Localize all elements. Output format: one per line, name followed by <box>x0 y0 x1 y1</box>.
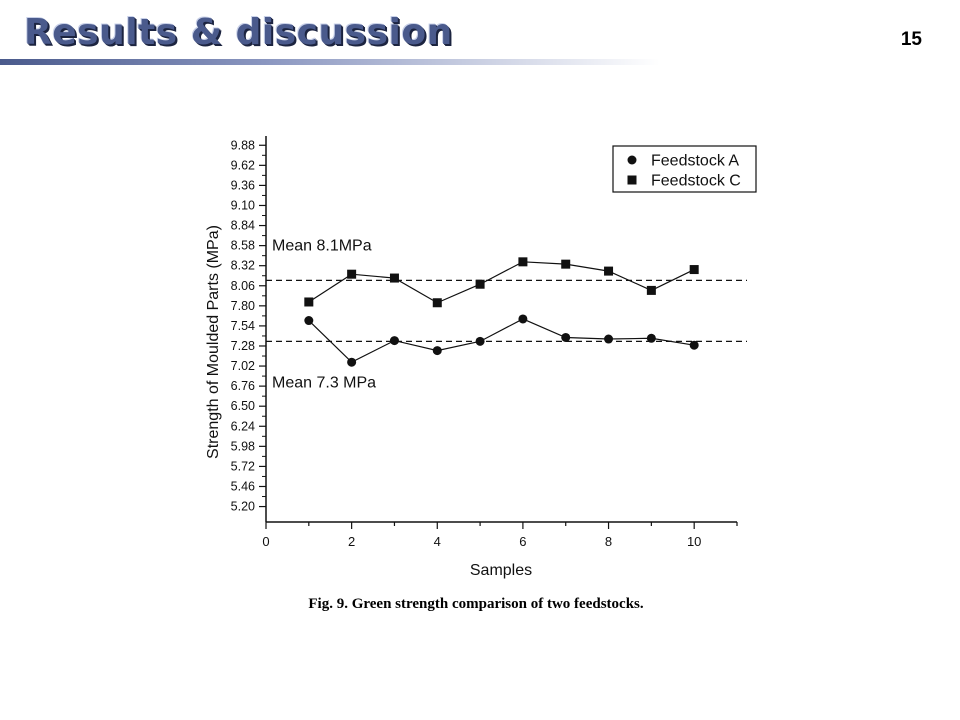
legend-box <box>612 145 757 193</box>
y-tick-label: 6.76 <box>231 379 255 393</box>
data-point-feedstock-c <box>432 298 442 308</box>
data-point-feedstock-a <box>646 333 656 343</box>
data-point-feedstock-a <box>432 346 442 356</box>
page-number: 15 <box>900 29 922 50</box>
legend-marker-circle <box>627 155 637 165</box>
y-tick-label: 8.84 <box>231 219 255 233</box>
y-tick-label: 6.24 <box>231 419 255 433</box>
y-tick-label: 7.54 <box>231 319 255 333</box>
y-tick-label: 9.88 <box>231 138 255 152</box>
y-tick-label: 8.58 <box>231 239 255 253</box>
data-point-feedstock-a <box>389 336 399 346</box>
data-point-feedstock-a <box>304 316 314 326</box>
y-tick-label: 8.06 <box>231 279 255 293</box>
data-point-feedstock-c <box>561 259 571 269</box>
title-underline <box>0 59 660 65</box>
legend: Feedstock A Feedstock C <box>612 145 757 193</box>
data-point-feedstock-c <box>304 297 314 307</box>
data-point-feedstock-a <box>347 357 357 367</box>
data-point-feedstock-a <box>561 332 571 342</box>
y-tick-label: 6.50 <box>231 399 255 413</box>
data-point-feedstock-c <box>646 285 656 295</box>
mean-lines: Mean 8.1MPa Mean 7.3 MPa <box>266 237 747 391</box>
y-tick-label: 9.36 <box>231 178 255 192</box>
y-tick-label: 5.72 <box>231 459 255 473</box>
series-line <box>308 261 695 304</box>
figure-caption: Fig. 9. Green strength comparison of two… <box>308 596 644 612</box>
y-tick-label: 5.98 <box>231 439 255 453</box>
data-point-feedstock-a <box>475 336 485 346</box>
y-tick-label: 9.62 <box>231 158 255 172</box>
y-tick-label: 7.28 <box>231 339 255 353</box>
series-layer <box>304 257 699 367</box>
chart-axes: 5.20 5.46 5.72 5.98 6.24 6.50 6.76 7.02 7.28 7.54… <box>231 136 738 549</box>
x-tick-label: 2 <box>348 534 355 549</box>
data-point-feedstock-c <box>518 257 528 267</box>
x-axis-label: Samples <box>470 562 532 579</box>
legend-label: Feedstock A <box>651 153 739 170</box>
legend-label: Feedstock C <box>651 173 741 190</box>
legend-marker-square <box>627 175 637 185</box>
x-tick-label: 6 <box>519 534 526 549</box>
data-point-feedstock-c <box>389 273 399 283</box>
y-tick-label: 5.46 <box>231 479 255 493</box>
mean-label: Mean 8.1MPa <box>272 237 372 254</box>
x-tick-label: 8 <box>605 534 612 549</box>
y-tick-label: 7.02 <box>231 359 255 373</box>
y-tick-label: 7.80 <box>231 299 255 313</box>
y-tick-label: 9.10 <box>231 198 255 212</box>
data-point-feedstock-c <box>604 266 614 276</box>
data-point-feedstock-a <box>604 334 614 344</box>
x-tick-label: 10 <box>687 534 701 549</box>
y-axis-label: Strength of Moulded Parts (MPa) <box>205 225 222 459</box>
y-tick-label: 8.32 <box>231 259 255 273</box>
data-point-feedstock-c <box>689 265 699 275</box>
y-tick-label: 5.20 <box>231 500 255 514</box>
slide-title: Results & discussion <box>24 12 453 53</box>
x-tick-label: 4 <box>434 534 441 549</box>
data-point-feedstock-c <box>347 269 357 279</box>
mean-label: Mean 7.3 MPa <box>272 374 376 391</box>
data-point-feedstock-a <box>689 340 699 350</box>
data-point-feedstock-a <box>518 314 528 324</box>
x-tick-label: 0 <box>262 534 269 549</box>
data-point-feedstock-c <box>475 279 485 289</box>
series-line <box>308 318 695 363</box>
